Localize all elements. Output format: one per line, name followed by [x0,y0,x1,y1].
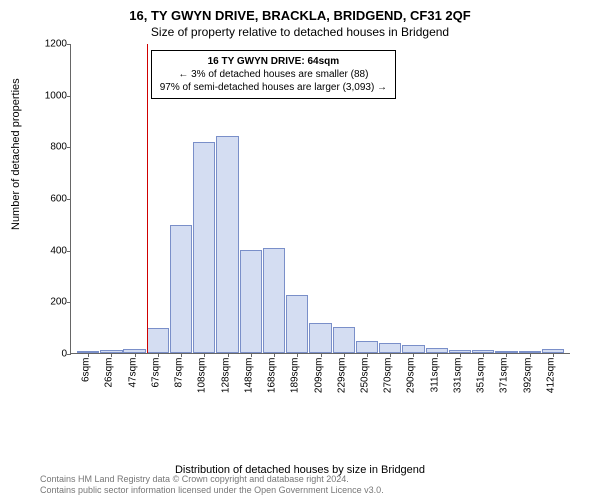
x-tick-mark [181,353,182,357]
y-tick-label: 0 [41,349,67,360]
x-tick-mark [413,353,414,357]
x-tick-mark [251,353,252,357]
histogram-bar [240,250,262,353]
x-tick-mark [460,353,461,357]
x-tick-mark [88,353,89,357]
footer-attribution: Contains HM Land Registry data © Crown c… [40,474,590,497]
x-tick-mark [204,353,205,357]
y-tick-label: 400 [41,245,67,256]
x-tick-mark [530,353,531,357]
y-tick-mark [67,354,71,355]
x-tick-mark [274,353,275,357]
y-axis-label: Number of detached properties [10,78,22,230]
x-tick-mark [321,353,322,357]
x-tick-mark [367,353,368,357]
x-tick-mark [158,353,159,357]
histogram-bar [193,142,215,353]
y-tick-mark [67,251,71,252]
plot-area: 16 TY GWYN DRIVE: 64sqm ← 3% of detached… [70,44,570,354]
x-tick-mark [390,353,391,357]
y-tick-mark [67,96,71,97]
histogram-bar [286,295,308,353]
x-tick-mark [228,353,229,357]
histogram-bar [147,328,169,353]
x-tick-mark [437,353,438,357]
x-tick-mark [344,353,345,357]
y-tick-label: 200 [41,297,67,308]
histogram-bar [263,248,285,353]
y-tick-label: 1000 [41,90,67,101]
x-tick-mark [297,353,298,357]
histogram-bar [170,225,192,353]
y-tick-mark [67,199,71,200]
y-tick-label: 800 [41,142,67,153]
x-tick-mark [553,353,554,357]
y-tick-mark [67,147,71,148]
chart-area: 16 TY GWYN DRIVE: 64sqm ← 3% of detached… [38,44,578,414]
histogram-bar [379,343,401,353]
info-line-3: 97% of semi-detached houses are larger (… [160,81,387,94]
histogram-bar [333,327,355,353]
x-tick-mark [483,353,484,357]
histogram-bar [402,345,424,353]
info-line-1: 16 TY GWYN DRIVE: 64sqm [160,55,387,68]
info-box: 16 TY GWYN DRIVE: 64sqm ← 3% of detached… [151,50,396,99]
chart-subtitle: Size of property relative to detached ho… [0,23,600,39]
histogram-bar [309,323,331,353]
y-tick-mark [67,44,71,45]
x-tick-mark [135,353,136,357]
footer-line-1: Contains HM Land Registry data © Crown c… [40,474,590,485]
y-tick-label: 600 [41,194,67,205]
histogram-bar [356,341,378,353]
reference-line [147,44,148,353]
info-line-2: ← 3% of detached houses are smaller (88) [160,68,387,81]
y-tick-label: 1200 [41,39,67,50]
y-tick-mark [67,302,71,303]
chart-title: 16, TY GWYN DRIVE, BRACKLA, BRIDGEND, CF… [0,0,600,23]
x-tick-mark [506,353,507,357]
footer-line-2: Contains public sector information licen… [40,485,590,496]
x-tick-mark [111,353,112,357]
histogram-bar [216,136,238,353]
